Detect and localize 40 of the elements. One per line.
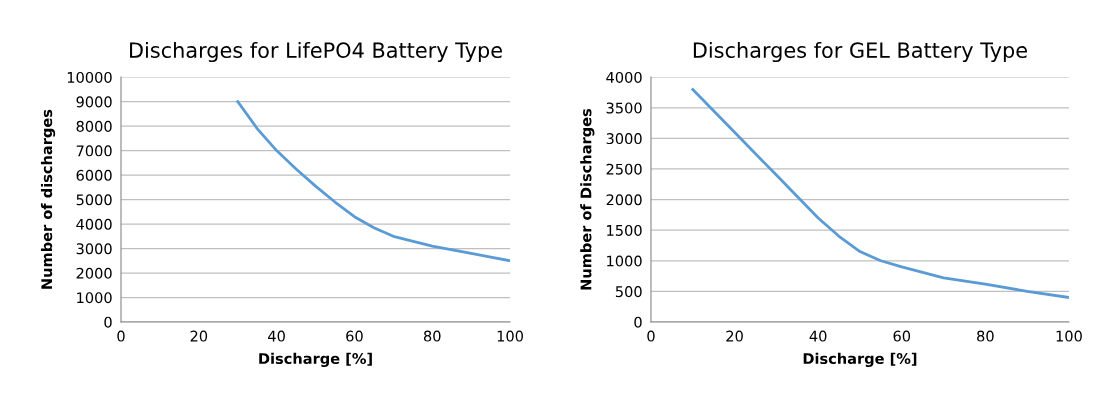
y-axis-title: Number of Discharges <box>580 108 595 290</box>
y-tick-label: 0 <box>634 316 642 328</box>
x-tick-label: 80 <box>423 330 441 342</box>
x-tick-label: 0 <box>647 330 655 342</box>
x-tick-label: 60 <box>346 330 363 342</box>
x-tick-label: 20 <box>726 330 743 342</box>
y-tick-label: 7000 <box>76 145 112 157</box>
y-tick-label: 4000 <box>76 218 112 230</box>
y-tick-label: 0 <box>104 316 112 328</box>
x-tick-label: 100 <box>497 330 523 342</box>
x-axis-title: Discharge [%] <box>259 352 372 367</box>
y-tick-label: 500 <box>615 286 642 298</box>
y-tick-label: 3000 <box>76 243 112 255</box>
y-tick-label: 1000 <box>77 292 112 304</box>
chart-title: Discharges for LifePO4 Battery Type <box>130 41 502 63</box>
x-tick-label: 60 <box>893 330 911 342</box>
y-tick-label: 8000 <box>76 120 112 132</box>
y-tick-label: 3000 <box>606 133 642 145</box>
x-tick-label: 100 <box>1056 330 1082 342</box>
x-tick-label: 40 <box>268 330 285 342</box>
line-series <box>691 88 1069 299</box>
y-tick-label: 2000 <box>76 267 112 279</box>
y-axis-title: Number of discharges <box>40 109 56 289</box>
y-tick-label: 4000 <box>606 71 642 83</box>
y-tick-label: 6000 <box>76 169 112 181</box>
y-tick-label: 9000 <box>76 96 112 108</box>
y-tick-label: 5000 <box>76 194 112 206</box>
x-tick-label: 40 <box>809 330 827 342</box>
y-tick-label: 1000 <box>607 255 642 267</box>
y-tick-label: 2500 <box>606 163 642 175</box>
x-tick-label: 80 <box>977 330 994 342</box>
x-axis-title: Discharge [%] <box>803 352 917 367</box>
line-series <box>236 100 511 263</box>
y-tick-label: 2000 <box>606 194 642 206</box>
y-tick-label: 1500 <box>607 224 642 236</box>
chart-title: Discharges for GEL Battery Type <box>693 41 1027 63</box>
x-tick-label: 20 <box>190 330 208 342</box>
y-tick-label: 3500 <box>606 102 642 114</box>
y-tick-label: 10000 <box>67 71 112 83</box>
x-tick-label: 0 <box>117 330 125 342</box>
